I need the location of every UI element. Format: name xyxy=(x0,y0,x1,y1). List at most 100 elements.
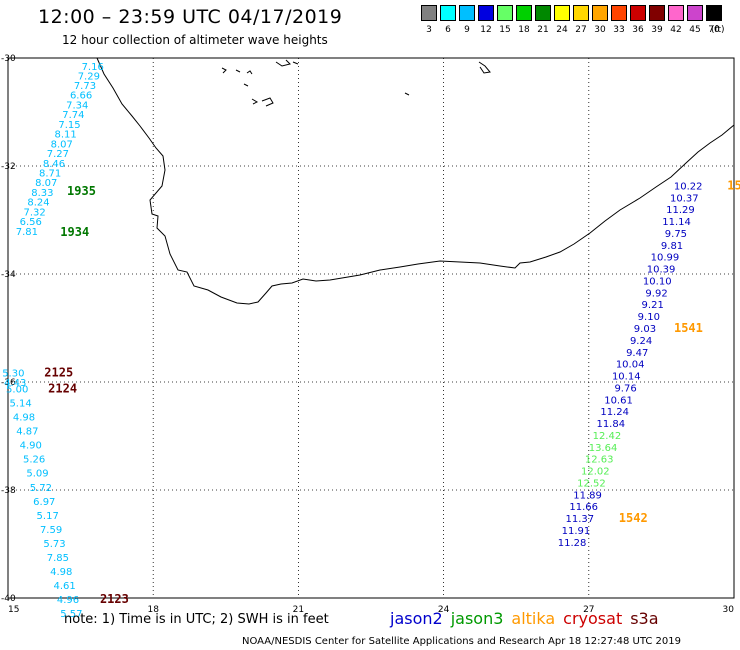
latitude-label: -40 xyxy=(1,594,16,604)
wave-height-reading: 7.74 xyxy=(62,110,84,121)
legend-swatch xyxy=(459,5,475,21)
page-subtitle: 12 hour collection of altimeter wave hei… xyxy=(62,33,328,47)
wave-height-reading: 9.47 xyxy=(626,348,648,359)
legend-label: 3 xyxy=(426,25,432,35)
wave-height-reading: 11.66 xyxy=(569,502,598,513)
wave-height-reading: 4.87 xyxy=(16,427,38,438)
legend-label: 12 xyxy=(480,25,492,35)
legend-label: 39 xyxy=(651,25,663,35)
legend-unit: (ft) xyxy=(711,25,725,35)
inland-mark xyxy=(478,61,491,74)
legend-label: 45 xyxy=(689,25,701,35)
wave-height-reading: 4.96 xyxy=(57,595,79,606)
longitude-label: 24 xyxy=(438,605,450,615)
wave-height-reading: 4.90 xyxy=(20,441,42,452)
pass-time-label: 2123 xyxy=(100,592,129,606)
wave-height-reading: 12.63 xyxy=(585,455,614,466)
pass-time-label: 1935 xyxy=(67,184,96,198)
wave-height-reading: 10.61 xyxy=(604,395,633,406)
footer-credit: NOAA/NESDIS Center for Satellite Applica… xyxy=(242,636,681,647)
longitude-label: 27 xyxy=(583,605,594,615)
wave-height-reading: 6.56 xyxy=(20,217,42,228)
wave-height-reading: 5.14 xyxy=(9,399,31,410)
satellite-name: altika xyxy=(511,609,556,628)
wave-height-reading: 9.10 xyxy=(638,312,660,323)
satellite-name: s3a xyxy=(630,609,659,628)
longitude-label: 15 xyxy=(8,605,19,615)
legend-label: 18 xyxy=(518,25,530,35)
wave-height-reading: 6.97 xyxy=(33,497,55,508)
satellite-key: jason2 jason3 altika cryosat s3a xyxy=(390,609,667,628)
inland-mark xyxy=(404,92,410,96)
wave-height-reading: 9.76 xyxy=(614,383,636,394)
wave-height-reading: 5.17 xyxy=(37,511,59,522)
wave-height-reading: 11.84 xyxy=(596,419,625,430)
legend-swatch xyxy=(497,5,513,21)
legend-swatch xyxy=(649,5,665,21)
latitude-labels: -30 -32 -34 -36 -38 -40 xyxy=(1,54,16,604)
legend-label: 42 xyxy=(670,25,682,35)
wave-height-reading: 10.37 xyxy=(670,193,699,204)
legend-swatch xyxy=(535,5,551,21)
wave-height-reading: 8.07 xyxy=(51,139,73,150)
wave-height-reading: 10.39 xyxy=(647,265,676,276)
legend-swatch xyxy=(706,5,722,21)
longitude-labels: 15 18 21 24 27 30 xyxy=(8,605,734,615)
inland-mark xyxy=(292,61,299,65)
altimeter-tracks: 7.167.297.736.667.347.747.158.118.077.27… xyxy=(2,62,702,620)
wave-height-reading: 12.52 xyxy=(577,478,606,489)
wave-height-reading: 7.34 xyxy=(66,100,88,111)
wave-height-reading: 5.26 xyxy=(23,455,45,466)
wave-height-reading: 7.16 xyxy=(82,62,104,73)
wave-height-reading: 9.24 xyxy=(630,336,652,347)
latitude-label: -34 xyxy=(1,270,16,280)
longitude-label: 18 xyxy=(147,605,159,615)
wave-height-reading: 11.91 xyxy=(562,526,591,537)
wave-height-reading: 8.33 xyxy=(31,188,53,199)
inland-mark xyxy=(235,69,241,73)
longitude-label: 21 xyxy=(293,605,304,615)
legend-swatch xyxy=(687,5,703,21)
wave-height-reading: 12.42 xyxy=(593,431,622,442)
pass-time-label: 1542 xyxy=(619,511,648,525)
inland-mark xyxy=(261,97,274,107)
legend-label: 27 xyxy=(575,25,587,35)
pass-time-label: 2125 xyxy=(44,365,73,379)
inland-mark xyxy=(243,83,249,87)
wave-height-reading: 11.28 xyxy=(558,538,587,549)
wave-height-reading: 13.64 xyxy=(589,443,618,454)
wave-height-reading: 7.59 xyxy=(40,525,62,536)
map-frame xyxy=(7,57,735,599)
wave-height-reading: 5.09 xyxy=(26,469,48,480)
wave-height-reading: 5.30 xyxy=(2,368,24,379)
legend-swatch xyxy=(554,5,570,21)
wave-height-reading: 10.99 xyxy=(651,253,680,264)
legend-label: 6 xyxy=(445,25,451,35)
footer-note: note: 1) Time is in UTC; 2) SWH is in fe… xyxy=(64,612,329,627)
wave-height-reading: 4.98 xyxy=(13,413,35,424)
legend-label: 36 xyxy=(632,25,644,35)
wave-height-reading: 5.73 xyxy=(43,539,65,550)
latitude-label: -38 xyxy=(1,486,16,496)
wave-height-reading: 7.73 xyxy=(74,81,96,92)
satellite-name: jason2 xyxy=(390,609,443,628)
wave-height-reading: 5.57 xyxy=(60,609,82,620)
legend-swatch xyxy=(592,5,608,21)
legend-label: 24 xyxy=(556,25,568,35)
wave-height-reading: 8.11 xyxy=(54,130,76,141)
wave-height-reading: 9.21 xyxy=(642,300,664,311)
latitude-label: -32 xyxy=(1,162,16,172)
wave-height-reading: 9.03 xyxy=(634,324,656,335)
inland-water-marks xyxy=(221,59,491,107)
wave-height-reading: 7.29 xyxy=(78,71,100,82)
inland-mark xyxy=(251,98,259,105)
wave-height-reading: 5.00 xyxy=(6,384,28,395)
wave-height-reading: 7.27 xyxy=(47,149,69,160)
inland-mark xyxy=(221,67,227,74)
legend-label: 9 xyxy=(464,25,470,35)
wave-height-reading: 8.07 xyxy=(35,178,57,189)
inland-mark xyxy=(246,70,253,75)
wave-height-reading: 10.10 xyxy=(643,276,672,287)
latitude-label: -36 xyxy=(1,378,16,388)
legend-swatch xyxy=(668,5,684,21)
